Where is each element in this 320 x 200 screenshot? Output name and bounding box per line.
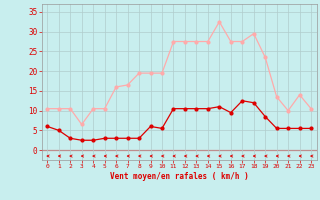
X-axis label: Vent moyen/en rafales ( km/h ): Vent moyen/en rafales ( km/h ) (110, 172, 249, 181)
